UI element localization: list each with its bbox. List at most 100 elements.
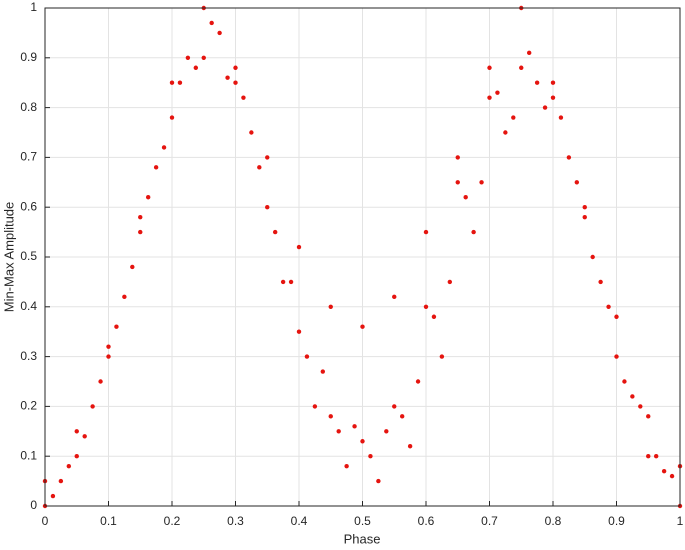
- point: [233, 65, 238, 70]
- point: [646, 414, 651, 419]
- y-tick-label: 0: [30, 498, 37, 512]
- point: [439, 354, 445, 359]
- point: [646, 454, 651, 459]
- point: [336, 429, 341, 434]
- point: [653, 454, 659, 459]
- point: [257, 165, 262, 170]
- point: [407, 444, 413, 449]
- point: [233, 80, 238, 85]
- x-tick-label: 0.7: [481, 514, 498, 528]
- point: [638, 404, 643, 409]
- point: [82, 434, 87, 439]
- axes-box: [44, 7, 681, 507]
- x-tick-label: 0.5: [354, 514, 371, 528]
- point: [455, 155, 460, 160]
- point: [415, 379, 421, 384]
- x-tick-label: 0.9: [608, 514, 625, 528]
- point: [622, 379, 627, 384]
- point: [614, 354, 619, 359]
- point: [455, 180, 460, 185]
- point: [114, 324, 119, 329]
- point: [550, 95, 556, 100]
- point: [526, 50, 532, 56]
- point: [90, 404, 95, 409]
- point: [74, 429, 79, 434]
- y-tick-label: 0.6: [20, 199, 37, 213]
- point: [50, 493, 56, 499]
- point: [534, 80, 540, 85]
- point: [169, 80, 175, 85]
- y-tick-label: 0.7: [20, 150, 37, 164]
- point: [272, 229, 278, 235]
- point: [574, 180, 580, 185]
- point: [328, 304, 333, 309]
- point: [249, 130, 254, 135]
- point: [479, 180, 484, 185]
- point: [145, 195, 151, 200]
- point: [312, 404, 318, 409]
- x-axis-label: Phase: [344, 531, 381, 546]
- x-tick-label: 0.8: [545, 514, 562, 528]
- point: [296, 329, 302, 334]
- point: [550, 80, 556, 85]
- point: [265, 205, 270, 210]
- point: [392, 294, 397, 300]
- point: [384, 429, 389, 434]
- x-tick-label: 0.6: [418, 514, 435, 528]
- point: [519, 65, 524, 70]
- y-tick-label: 0.9: [20, 50, 37, 64]
- point: [296, 244, 302, 250]
- point: [344, 463, 349, 469]
- x-tick-label: 0.4: [291, 514, 308, 528]
- point: [630, 394, 635, 399]
- point: [138, 229, 143, 235]
- point: [265, 155, 270, 160]
- y-tick-label: 0.5: [20, 249, 37, 263]
- point: [392, 404, 397, 409]
- point: [606, 304, 611, 309]
- point: [193, 65, 199, 70]
- x-tick-label: 0.3: [227, 514, 244, 528]
- x-tick-label: 0.2: [164, 514, 181, 528]
- point: [614, 314, 619, 319]
- point: [558, 115, 564, 120]
- point: [368, 454, 373, 459]
- point: [566, 155, 572, 160]
- point: [598, 279, 603, 285]
- point: [503, 130, 508, 135]
- point: [106, 354, 111, 359]
- point: [669, 473, 675, 479]
- point: [130, 264, 135, 270]
- y-axis-label: Min-Max Amplitude: [1, 202, 16, 313]
- y-tick-label: 0.2: [20, 399, 37, 413]
- y-tick-label: 0.4: [20, 299, 37, 313]
- x-tick-label: 1: [677, 514, 684, 528]
- point: [98, 379, 103, 384]
- y-tick-label: 0.3: [20, 349, 37, 363]
- point: [74, 454, 79, 459]
- point: [582, 205, 587, 210]
- point: [66, 463, 72, 469]
- point: [169, 115, 175, 120]
- point: [376, 478, 381, 484]
- point: [511, 115, 516, 120]
- point: [590, 254, 595, 260]
- point: [487, 65, 492, 70]
- point: [447, 279, 453, 285]
- point: [423, 229, 429, 235]
- point: [328, 414, 333, 419]
- point: [582, 214, 587, 220]
- y-tick-label: 0.1: [20, 448, 37, 462]
- point: [320, 369, 326, 374]
- point: [177, 80, 183, 85]
- point: [201, 55, 206, 60]
- point: [280, 279, 286, 285]
- y-tick-label: 1: [30, 0, 37, 14]
- point: [360, 324, 365, 329]
- point: [225, 75, 230, 80]
- point: [352, 424, 357, 429]
- point: [495, 90, 500, 95]
- point: [542, 105, 548, 110]
- point: [138, 214, 143, 220]
- point: [288, 279, 294, 285]
